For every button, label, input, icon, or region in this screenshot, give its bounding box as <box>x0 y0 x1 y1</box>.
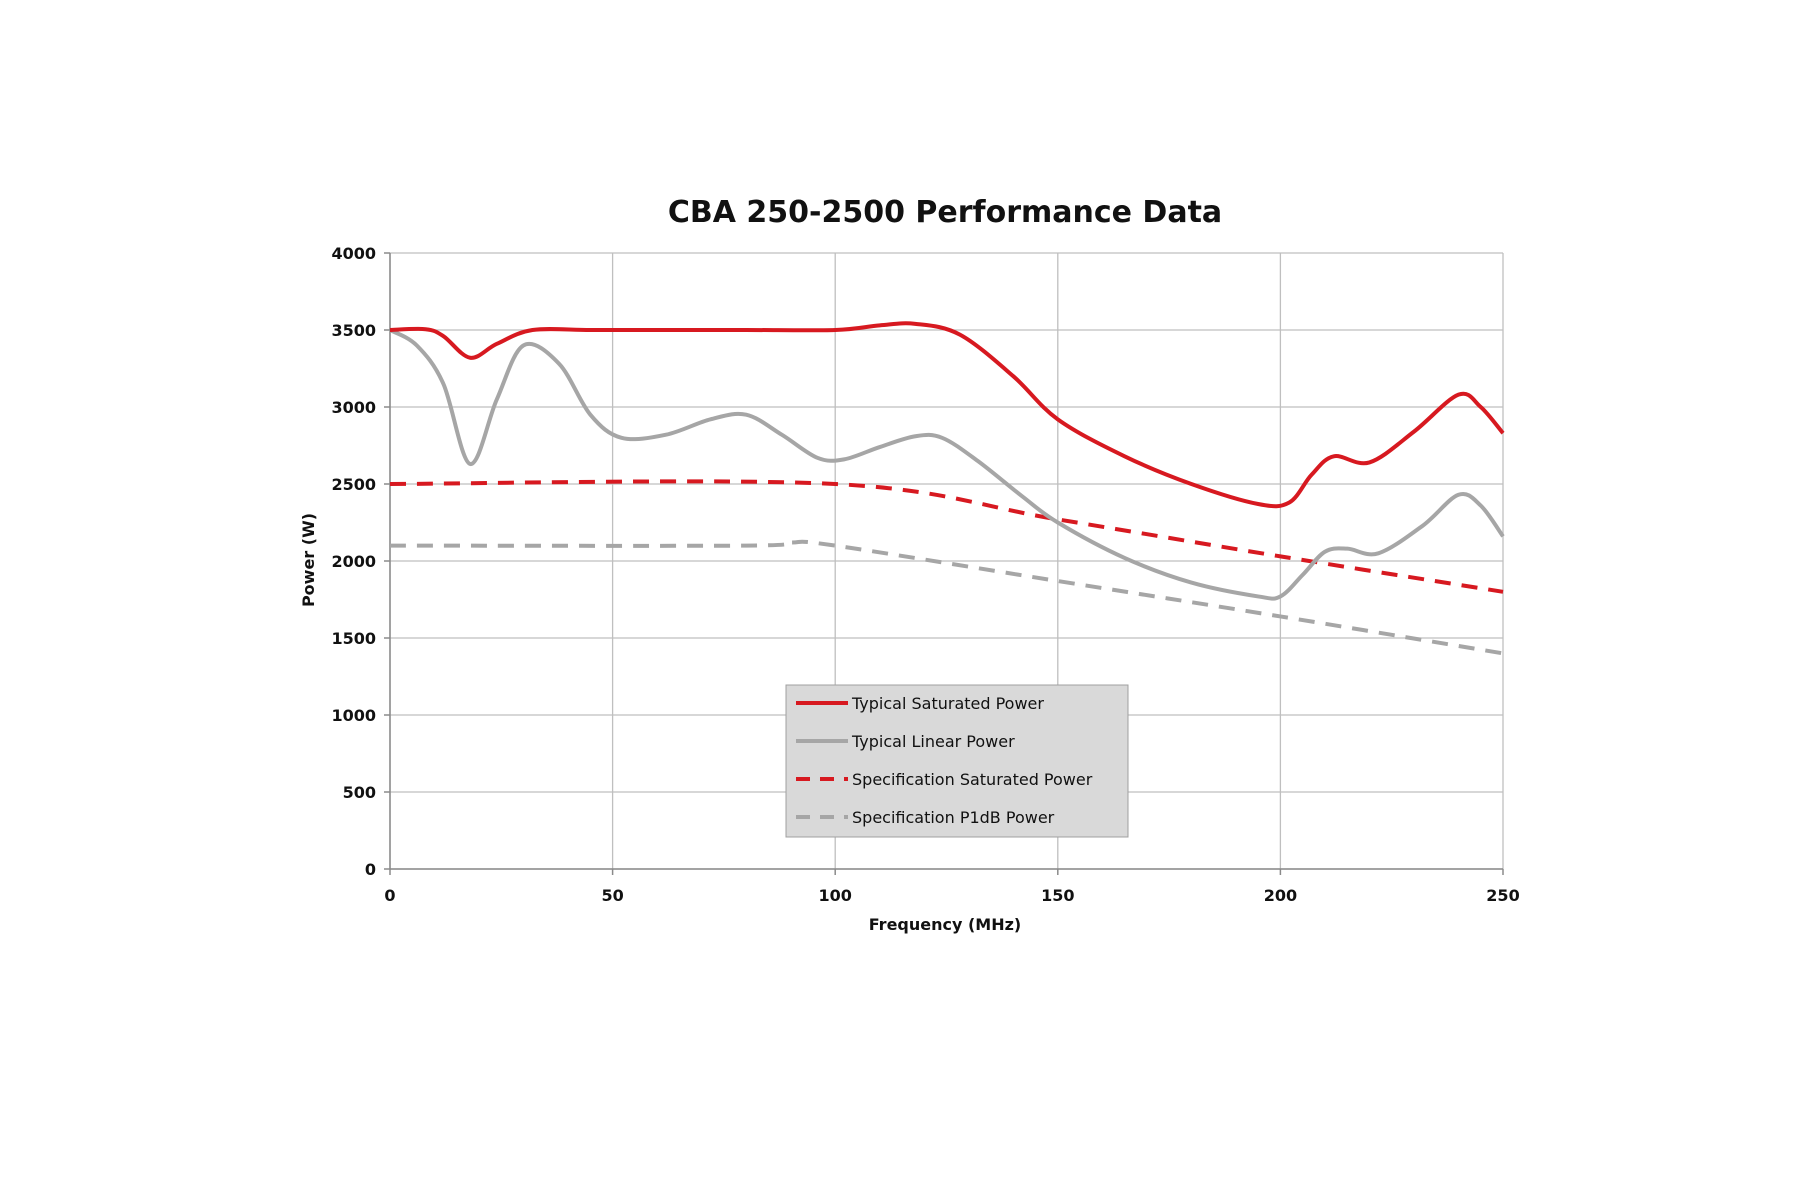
x-tick-label: 200 <box>1264 886 1297 905</box>
series-line-2 <box>389 479 1504 594</box>
legend-entry-label: Specification Saturated Power <box>852 770 1093 789</box>
legend-entry-label: Typical Saturated Power <box>851 694 1044 713</box>
x-tick-label: 150 <box>1041 886 1074 905</box>
y-tick-label: 4000 <box>331 244 376 263</box>
axes <box>384 252 1504 875</box>
x-tick-label: 250 <box>1486 886 1519 905</box>
tick-labels: 0 500 1000 1500 2000 2500 3000 3500 4000 0 50 100 15… <box>331 244 1519 905</box>
x-axis-label: Frequency (MHz) <box>869 915 1021 934</box>
legend-entry-label: Specification P1dB Power <box>852 808 1055 827</box>
y-tick-label: 500 <box>343 783 376 802</box>
x-tick-label: 100 <box>818 886 851 905</box>
series-line-1 <box>389 328 1505 601</box>
y-tick-label: 3000 <box>331 398 376 417</box>
y-axis-label: Power (W) <box>299 513 318 607</box>
y-tick-label: 1000 <box>331 706 376 725</box>
legend-entry-label: Typical Linear Power <box>851 732 1015 751</box>
legend-box <box>785 684 1129 838</box>
series <box>389 321 1505 656</box>
y-tick-label: 1500 <box>331 629 376 648</box>
y-tick-label: 0 <box>365 860 376 879</box>
x-tick-label: 0 <box>384 886 395 905</box>
x-tick-label: 50 <box>601 886 623 905</box>
y-tick-label: 3500 <box>331 321 376 340</box>
series-line-3 <box>389 539 1504 656</box>
y-tick-label: 2500 <box>331 475 376 494</box>
legend: Typical Saturated Power Typical Linear Po… <box>785 684 1129 838</box>
chart-title: CBA 250-2500 Performance Data <box>668 195 1222 230</box>
series-line-0 <box>389 321 1505 509</box>
y-tick-label: 2000 <box>331 552 376 571</box>
